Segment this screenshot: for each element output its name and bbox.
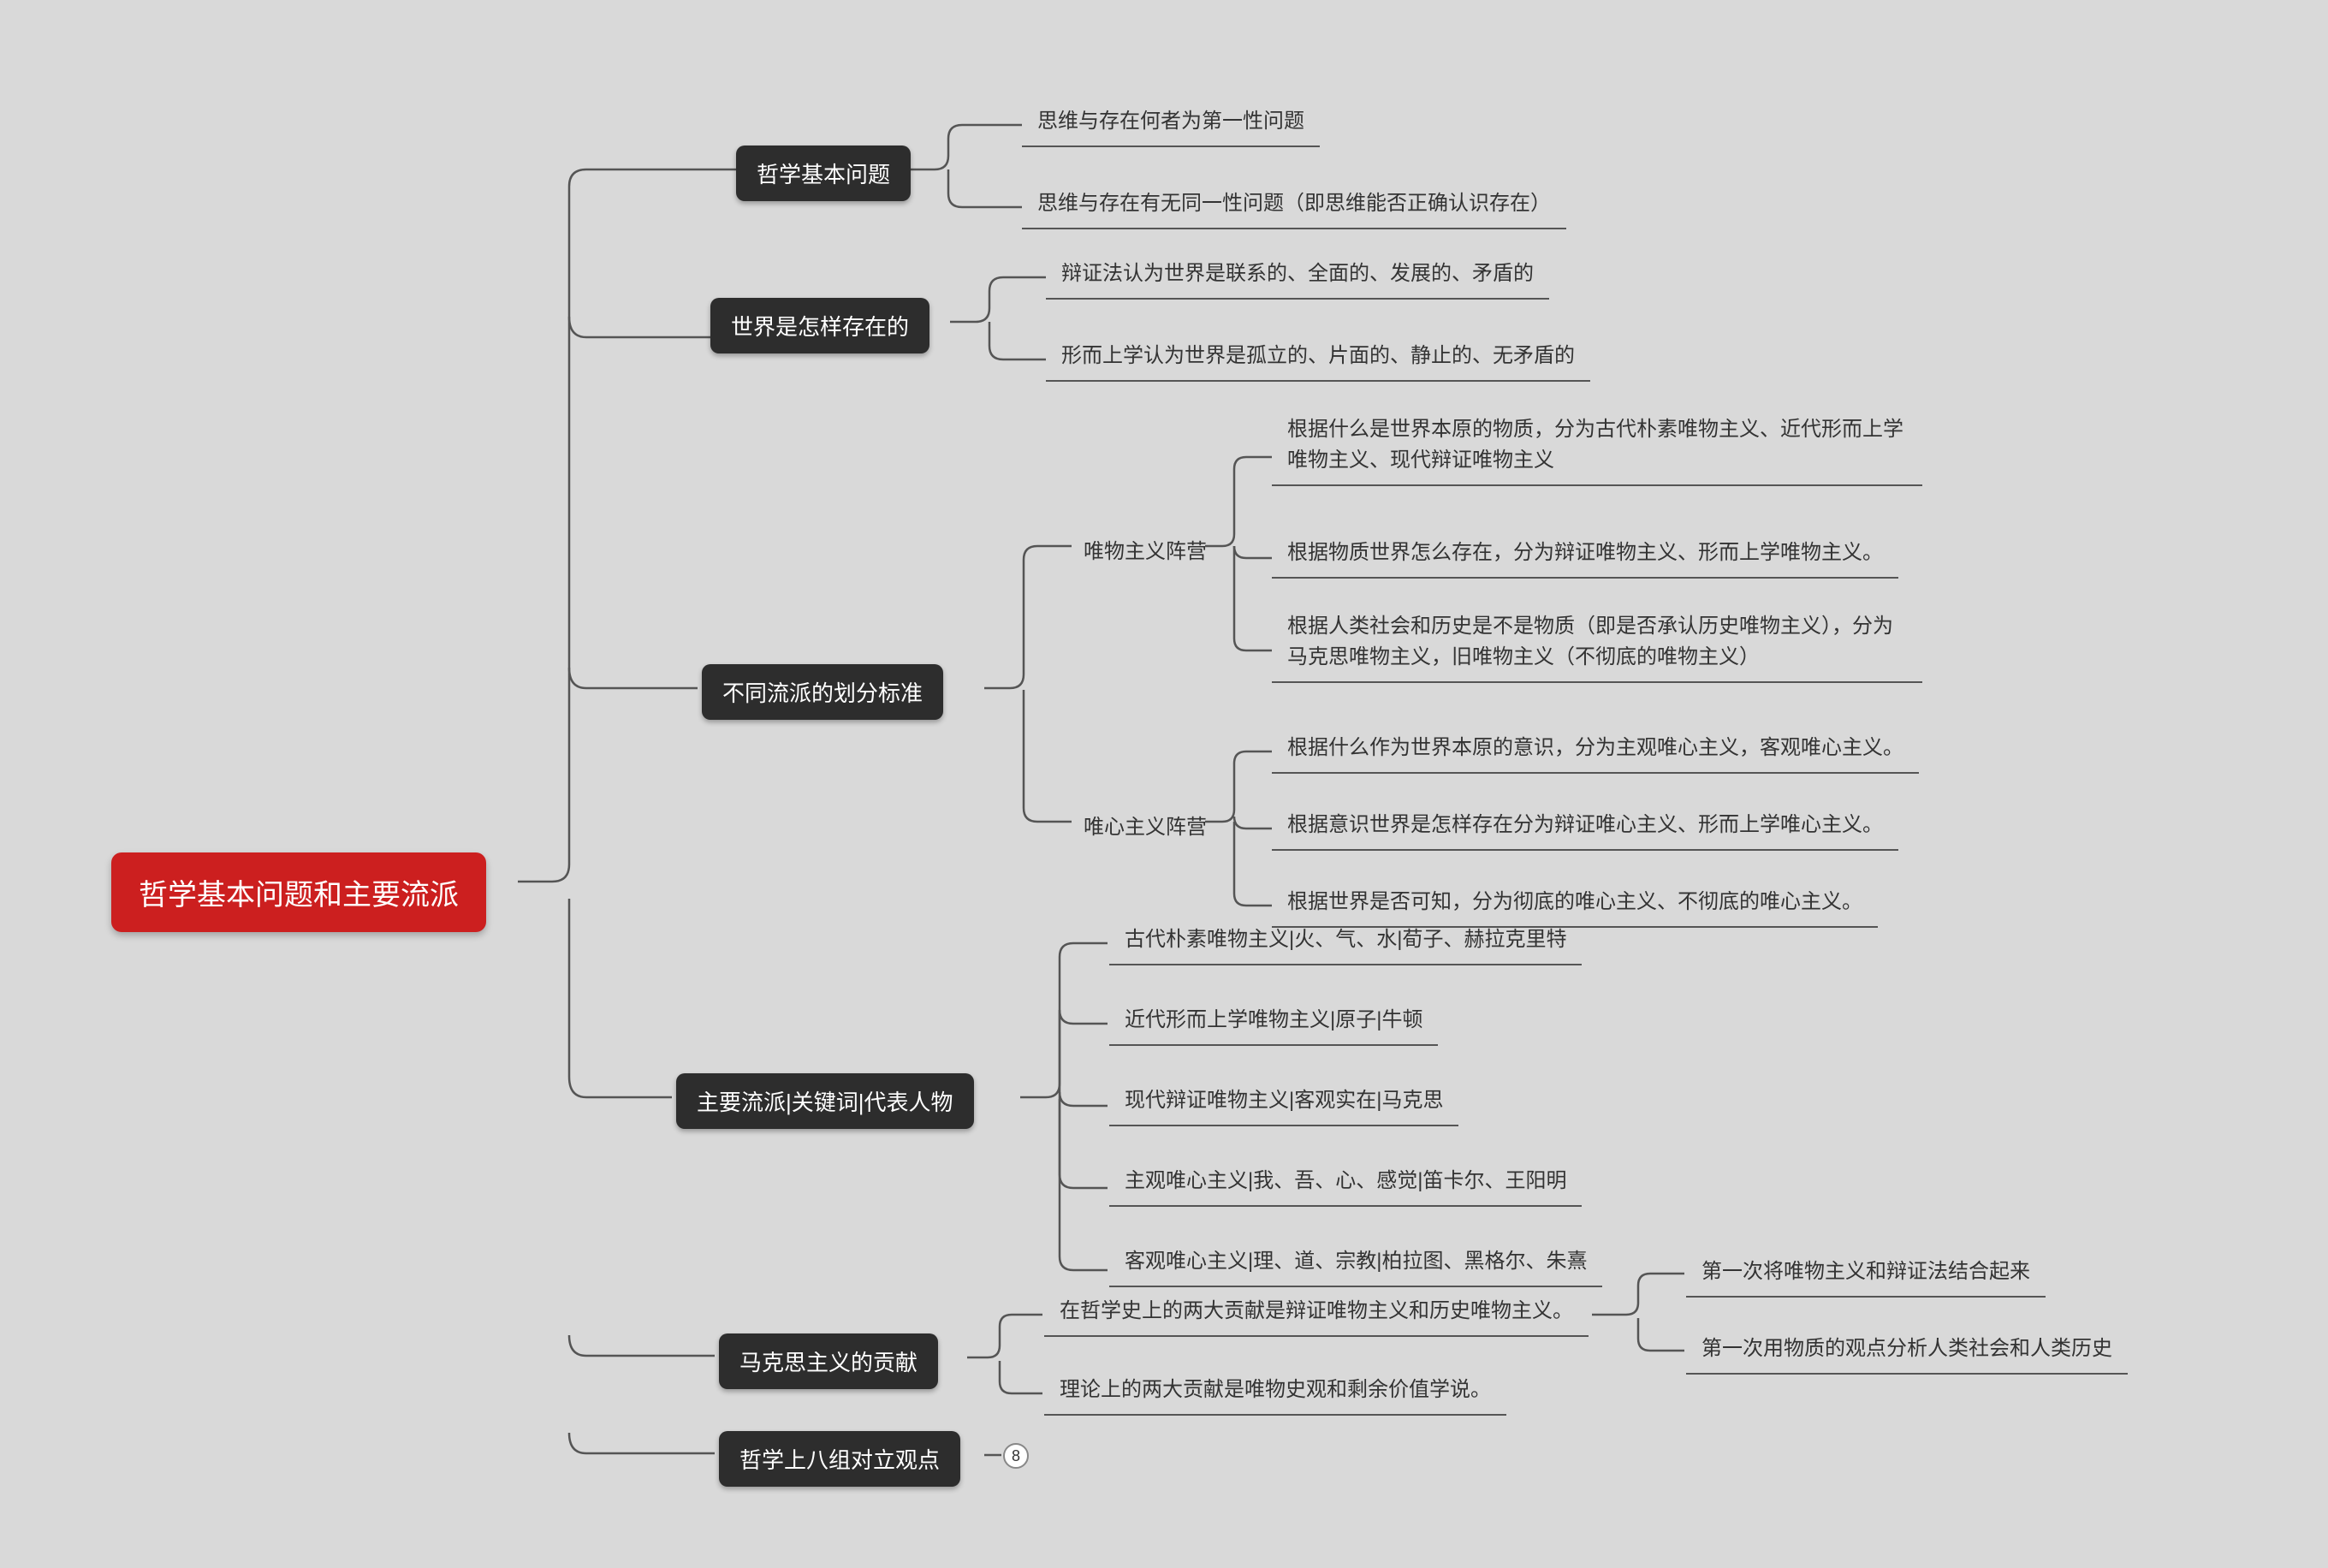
branch-eight-opposites[interactable]: 哲学上八组对立观点 — [719, 1431, 960, 1487]
branch-marx[interactable]: 马克思主义的贡献 — [719, 1333, 938, 1389]
leaf[interactable]: 古代朴素唯物主义|火、气、水|荀子、赫拉克里特 — [1109, 919, 1582, 965]
leaf[interactable]: 第一次将唯物主义和辩证法结合起来 — [1686, 1251, 2046, 1298]
leaf[interactable]: 近代形而上学唯物主义|原子|牛顿 — [1109, 1000, 1438, 1046]
leaf[interactable]: 辩证法认为世界是联系的、全面的、发展的、矛盾的 — [1046, 253, 1549, 300]
leaf[interactable]: 主观唯心主义|我、吾、心、感觉|笛卡尔、王阳明 — [1109, 1161, 1582, 1207]
sub-materialism[interactable]: 唯物主义阵营 — [1075, 531, 1215, 567]
leaf[interactable]: 客观唯心主义|理、道、宗教|柏拉图、黑格尔、朱熹 — [1109, 1241, 1602, 1287]
leaf[interactable]: 根据物质世界怎么存在，分为辩证唯物主义、形而上学唯物主义。 — [1272, 532, 1898, 579]
leaf[interactable]: 在哲学史上的两大贡献是辩证唯物主义和历史唯物主义。 — [1044, 1291, 1589, 1337]
leaf[interactable]: 思维与存在有无同一性问题（即思维能否正确认识存在） — [1022, 183, 1566, 229]
leaf[interactable]: 第一次用物质的观点分析人类社会和人类历史 — [1686, 1328, 2128, 1375]
sub-idealism[interactable]: 唯心主义阵营 — [1075, 806, 1215, 843]
leaf[interactable]: 思维与存在何者为第一性问题 — [1022, 101, 1320, 147]
leaf[interactable]: 理论上的两大贡献是唯物史观和剩余价值学说。 — [1044, 1369, 1506, 1416]
leaf[interactable]: 根据什么作为世界本原的意识，分为主观唯心主义，客观唯心主义。 — [1272, 728, 1919, 774]
leaf[interactable]: 根据人类社会和历史是不是物质（即是否承认历史唯物主义），分为马克思唯物主义，旧唯… — [1272, 606, 1922, 683]
leaf[interactable]: 根据意识世界是怎样存在分为辩证唯心主义、形而上学唯心主义。 — [1272, 805, 1898, 851]
root-node[interactable]: 哲学基本问题和主要流派 — [111, 852, 486, 932]
branch-main-schools[interactable]: 主要流派|关键词|代表人物 — [676, 1073, 974, 1129]
branch-world-exist[interactable]: 世界是怎样存在的 — [710, 298, 929, 353]
leaf[interactable]: 现代辩证唯物主义|客观实在|马克思 — [1109, 1080, 1458, 1126]
badge-count: 8 — [1003, 1443, 1029, 1469]
branch-basic-questions[interactable]: 哲学基本问题 — [736, 146, 911, 201]
branch-division[interactable]: 不同流派的划分标准 — [702, 664, 943, 720]
leaf[interactable]: 形而上学认为世界是孤立的、片面的、静止的、无矛盾的 — [1046, 336, 1590, 382]
leaf[interactable]: 根据什么是世界本原的物质，分为古代朴素唯物主义、近代形而上学唯物主义、现代辩证唯… — [1272, 409, 1922, 486]
